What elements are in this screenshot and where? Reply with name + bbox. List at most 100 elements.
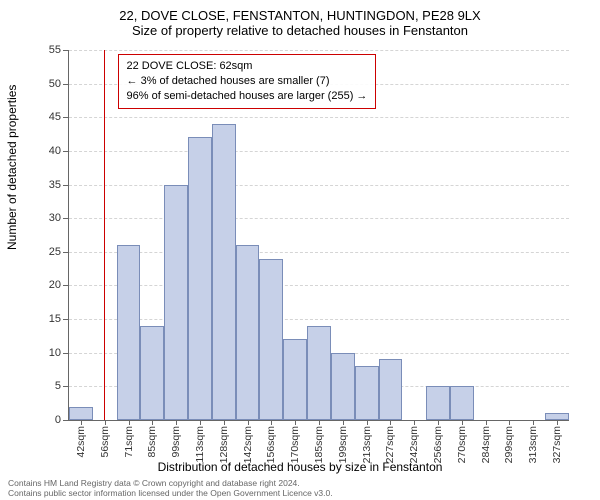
y-tick-label: 30 [49, 212, 61, 224]
x-tick [248, 420, 249, 425]
y-tick-label: 45 [49, 111, 61, 123]
y-tick [63, 218, 69, 219]
y-tick [63, 252, 69, 253]
title-block: 22, DOVE CLOSE, FENSTANTON, HUNTINGDON, … [0, 0, 600, 38]
x-tick-label: 299sqm [503, 426, 515, 463]
y-tick [63, 185, 69, 186]
footer-attribution: Contains HM Land Registry data © Crown c… [8, 478, 333, 498]
y-tick [63, 386, 69, 387]
y-tick [63, 117, 69, 118]
x-tick-label: 213sqm [361, 426, 373, 463]
y-tick [63, 285, 69, 286]
x-tick-label: 42sqm [75, 426, 87, 458]
footer-line-2: Contains public sector information licen… [8, 488, 333, 498]
x-tick-label: 270sqm [456, 426, 468, 463]
x-tick [486, 420, 487, 425]
x-tick [343, 420, 344, 425]
x-tick-label: 99sqm [170, 426, 182, 458]
histogram-bar [545, 413, 569, 420]
x-tick-label: 156sqm [265, 426, 277, 463]
x-tick [81, 420, 82, 425]
grid-line [69, 185, 569, 186]
x-axis-title: Distribution of detached houses by size … [0, 460, 600, 474]
x-tick-label: 199sqm [337, 426, 349, 463]
y-tick-label: 5 [55, 380, 61, 392]
histogram-bar [259, 259, 283, 420]
histogram-bar [355, 366, 379, 420]
x-tick [533, 420, 534, 425]
x-tick-label: 85sqm [146, 426, 158, 458]
x-tick [390, 420, 391, 425]
y-tick-label: 25 [49, 246, 61, 258]
x-tick-label: 327sqm [551, 426, 563, 463]
grid-line [69, 117, 569, 118]
x-tick [438, 420, 439, 425]
x-tick [414, 420, 415, 425]
x-tick [200, 420, 201, 425]
x-tick [557, 420, 558, 425]
x-tick-label: 142sqm [242, 426, 254, 463]
annotation-line: ← 3% of detached houses are smaller (7) [127, 74, 368, 89]
x-tick-label: 313sqm [527, 426, 539, 463]
grid-line [69, 218, 569, 219]
page-title-2: Size of property relative to detached ho… [0, 23, 600, 38]
histogram-bar [69, 407, 93, 420]
x-tick [295, 420, 296, 425]
grid-line [69, 151, 569, 152]
annotation-line: 96% of semi-detached houses are larger (… [127, 89, 368, 104]
histogram-bar [117, 245, 141, 420]
x-tick [462, 420, 463, 425]
y-tick-label: 15 [49, 313, 61, 325]
x-tick-label: 185sqm [313, 426, 325, 463]
grid-line [69, 252, 569, 253]
y-tick-label: 40 [49, 145, 61, 157]
histogram-bar [379, 359, 403, 420]
histogram-bar [426, 386, 450, 420]
page-title-1: 22, DOVE CLOSE, FENSTANTON, HUNTINGDON, … [0, 8, 600, 23]
y-tick [63, 50, 69, 51]
x-tick-label: 128sqm [218, 426, 230, 463]
y-tick-label: 10 [49, 347, 61, 359]
grid-line [69, 319, 569, 320]
x-tick-label: 256sqm [432, 426, 444, 463]
x-tick [152, 420, 153, 425]
histogram-bar [140, 326, 164, 420]
footer-line-1: Contains HM Land Registry data © Crown c… [8, 478, 333, 488]
y-tick-label: 50 [49, 78, 61, 90]
y-tick-label: 20 [49, 279, 61, 291]
x-tick [105, 420, 106, 425]
histogram-bar [283, 339, 307, 420]
x-tick-label: 227sqm [384, 426, 396, 463]
histogram-bar [188, 137, 212, 420]
y-tick-label: 55 [49, 44, 61, 56]
histogram-bar [450, 386, 474, 420]
x-tick-label: 170sqm [289, 426, 301, 463]
x-tick [224, 420, 225, 425]
histogram-chart: 051015202530354045505542sqm56sqm71sqm85s… [68, 50, 569, 421]
x-tick-label: 242sqm [408, 426, 420, 463]
y-tick-label: 35 [49, 179, 61, 191]
x-tick [271, 420, 272, 425]
x-tick [509, 420, 510, 425]
y-axis-title: Number of detached properties [5, 85, 19, 250]
histogram-bar [331, 353, 355, 420]
y-tick [63, 319, 69, 320]
y-tick [63, 420, 69, 421]
annotation-box: 22 DOVE CLOSE: 62sqm← 3% of detached hou… [118, 54, 377, 109]
x-tick [129, 420, 130, 425]
x-tick [319, 420, 320, 425]
y-tick [63, 84, 69, 85]
grid-line [69, 285, 569, 286]
y-tick [63, 151, 69, 152]
x-tick-label: 113sqm [194, 426, 206, 463]
histogram-bar [236, 245, 260, 420]
x-tick-label: 284sqm [480, 426, 492, 463]
y-tick-label: 0 [55, 414, 61, 426]
histogram-bar [307, 326, 331, 420]
x-tick [176, 420, 177, 425]
x-tick [367, 420, 368, 425]
x-tick-label: 56sqm [99, 426, 111, 458]
annotation-line: 22 DOVE CLOSE: 62sqm [127, 59, 368, 74]
histogram-bar [212, 124, 236, 420]
histogram-bar [164, 185, 188, 420]
